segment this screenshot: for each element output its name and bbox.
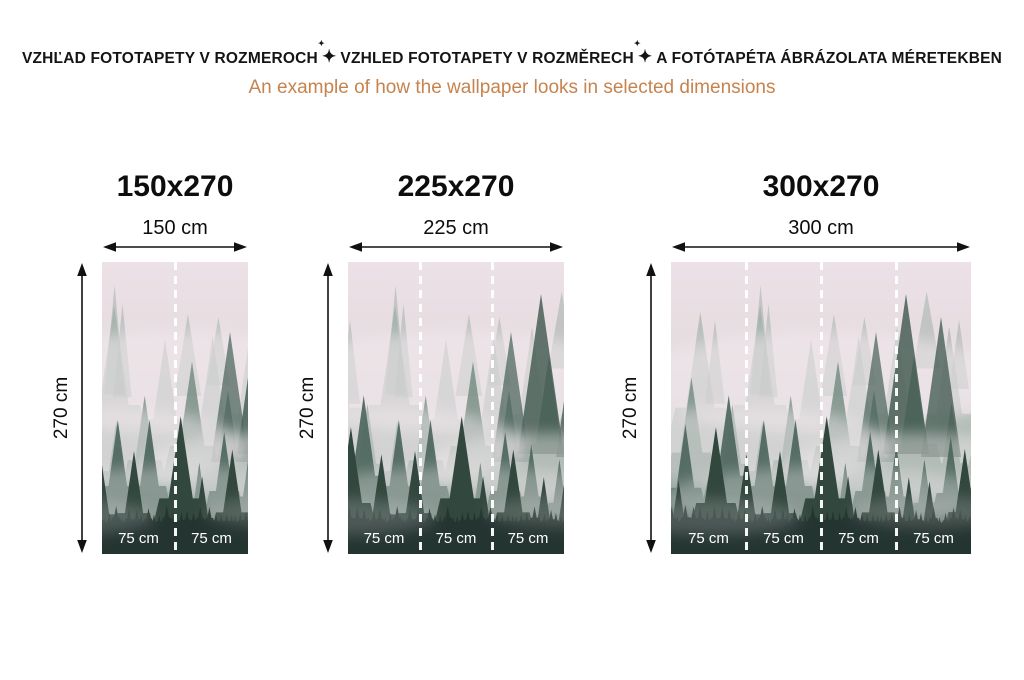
size-title: 225x270 <box>397 170 515 203</box>
width-arrow-icon <box>103 242 247 252</box>
width-arrow-icon <box>672 242 970 252</box>
panel-width-label: 75 cm <box>913 530 954 547</box>
panel-divider-line <box>819 262 823 554</box>
panel-width-label: 75 cm <box>688 530 729 547</box>
panel-divider-line <box>418 262 422 554</box>
panel-width-label: 75 cm <box>118 530 159 547</box>
size-title: 300x270 <box>762 170 880 203</box>
size-preview: 225x270 225 cm 270 cm 75 cm 75 cm 75 cm <box>278 160 564 570</box>
panel-width-label: 75 cm <box>507 530 549 547</box>
wallpaper-image: 75 cm 75 cm 75 cm 75 cm <box>671 262 971 554</box>
panel-divider-line <box>894 262 898 554</box>
title-segment: VZHĽAD FOTOTAPETY V ROZMEROCH <box>21 50 318 67</box>
size-preview: 300x270 300 cm 270 cm 75 cm 75 cm 75 cm 75 … <box>601 160 971 570</box>
width-value-label: 150 cm <box>142 217 208 239</box>
height-arrow-icon <box>646 263 656 553</box>
height-value-label: 270 cm <box>620 376 641 440</box>
width-value-label: 300 cm <box>788 217 854 239</box>
width-arrow-icon <box>349 242 563 252</box>
page-title: VZHĽAD FOTOTAPETY V ROZMEROCH ✦ ✦ VZHLED FO… <box>0 39 1024 68</box>
sparkle-icon: ✦ ✦ <box>317 39 337 66</box>
height-arrow-icon <box>77 263 87 553</box>
panel-width-label: 75 cm <box>363 530 405 547</box>
size-preview: 150x270 150 cm 270 cm 75 cm 75 cm <box>32 160 248 570</box>
panel-width-label: 75 cm <box>763 530 804 547</box>
height-value-label: 270 cm <box>297 376 318 440</box>
title-segment: VZHLED FOTOTAPETY V ROZMĚRECH <box>340 50 634 67</box>
height-value-label: 270 cm <box>51 376 72 440</box>
wallpaper-image: 75 cm 75 cm <box>102 262 248 554</box>
height-arrow-icon <box>323 263 333 553</box>
panel-divider-line <box>173 262 177 554</box>
width-value-label: 225 cm <box>423 217 489 239</box>
title-segment: A FOTÓTAPÉTA ÁBRÁZOLATA MÉRETEKBEN <box>656 50 1003 67</box>
page-subtitle: An example of how the wallpaper looks in… <box>248 77 776 98</box>
size-title: 150x270 <box>116 170 234 203</box>
wallpaper-image: 75 cm 75 cm 75 cm <box>348 262 564 554</box>
panel-width-label: 75 cm <box>191 530 232 547</box>
panel-width-label: 75 cm <box>435 530 477 547</box>
panel-width-label: 75 cm <box>838 530 879 547</box>
panel-divider-line <box>490 262 494 554</box>
panel-divider-line <box>744 262 748 554</box>
sparkle-icon: ✦ ✦ <box>633 39 653 66</box>
foggy-forest-photo <box>348 262 564 554</box>
